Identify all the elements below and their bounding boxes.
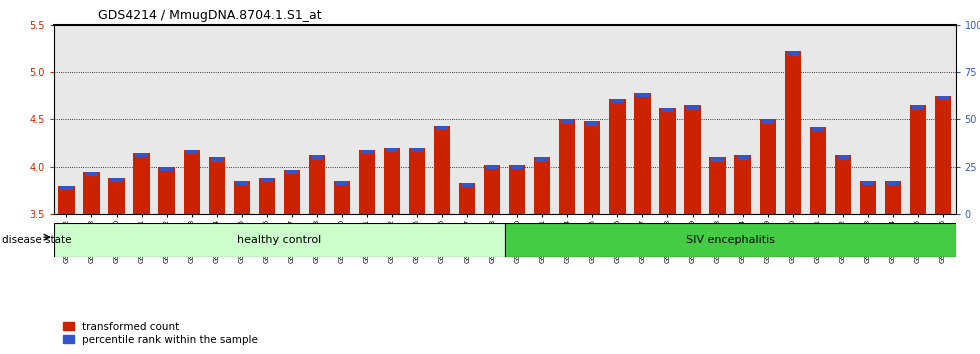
Bar bbox=[584, 121, 601, 214]
Bar bbox=[436, 126, 448, 130]
Bar bbox=[233, 181, 250, 214]
Bar bbox=[761, 119, 774, 124]
Bar bbox=[109, 178, 124, 214]
Bar bbox=[787, 51, 799, 56]
Bar bbox=[885, 181, 901, 214]
Bar bbox=[261, 178, 272, 182]
Bar bbox=[486, 165, 498, 169]
Bar bbox=[686, 105, 699, 109]
Bar bbox=[309, 155, 325, 214]
Bar bbox=[161, 167, 172, 171]
Text: GDS4214 / MmugDNA.8704.1.S1_at: GDS4214 / MmugDNA.8704.1.S1_at bbox=[98, 9, 321, 22]
Bar bbox=[185, 150, 198, 154]
Bar bbox=[311, 155, 323, 160]
Bar bbox=[85, 172, 98, 176]
Bar bbox=[286, 170, 298, 174]
Bar bbox=[83, 172, 100, 214]
Bar bbox=[660, 108, 675, 214]
Bar bbox=[386, 148, 398, 152]
Bar bbox=[662, 108, 673, 112]
Bar bbox=[411, 148, 423, 152]
Bar bbox=[133, 153, 150, 214]
Bar bbox=[409, 148, 425, 214]
Bar bbox=[560, 119, 575, 214]
Bar bbox=[183, 150, 200, 214]
Bar bbox=[586, 121, 599, 126]
Bar bbox=[612, 99, 623, 103]
Bar bbox=[509, 165, 525, 214]
Bar bbox=[135, 153, 148, 157]
Legend: transformed count, percentile rank within the sample: transformed count, percentile rank withi… bbox=[59, 318, 262, 349]
Bar bbox=[935, 96, 952, 214]
Bar bbox=[534, 157, 551, 214]
Bar bbox=[58, 186, 74, 214]
Bar bbox=[909, 105, 926, 214]
Bar bbox=[634, 93, 651, 214]
Bar bbox=[61, 186, 73, 190]
Bar bbox=[809, 127, 826, 214]
Bar bbox=[760, 119, 776, 214]
Bar bbox=[259, 178, 275, 214]
Bar bbox=[359, 150, 375, 214]
Bar bbox=[636, 93, 649, 97]
Bar bbox=[334, 181, 350, 214]
Bar bbox=[461, 183, 473, 187]
Bar bbox=[861, 181, 874, 185]
Bar bbox=[159, 167, 174, 214]
Bar bbox=[54, 223, 505, 257]
Bar bbox=[211, 157, 222, 162]
Bar bbox=[785, 51, 801, 214]
Bar bbox=[610, 99, 625, 214]
Bar bbox=[711, 157, 723, 162]
Text: disease state: disease state bbox=[2, 235, 72, 245]
Bar bbox=[361, 150, 373, 154]
Bar bbox=[734, 155, 751, 214]
Bar bbox=[336, 181, 348, 185]
Bar bbox=[384, 148, 400, 214]
Bar bbox=[811, 127, 824, 131]
Bar bbox=[837, 155, 849, 160]
Bar bbox=[111, 178, 122, 182]
Bar bbox=[737, 155, 749, 160]
Bar bbox=[235, 181, 248, 185]
Bar bbox=[562, 119, 573, 124]
Bar bbox=[887, 181, 899, 185]
Bar bbox=[459, 183, 475, 214]
Bar bbox=[484, 165, 501, 214]
Bar bbox=[505, 223, 956, 257]
Bar bbox=[434, 126, 450, 214]
Bar bbox=[684, 105, 701, 214]
Bar bbox=[710, 157, 726, 214]
Bar bbox=[283, 170, 300, 214]
Text: healthy control: healthy control bbox=[237, 235, 321, 245]
Bar bbox=[512, 165, 523, 169]
Bar bbox=[536, 157, 549, 162]
Bar bbox=[937, 96, 949, 100]
Bar bbox=[911, 105, 924, 109]
Bar bbox=[859, 181, 876, 214]
Text: SIV encephalitis: SIV encephalitis bbox=[686, 235, 774, 245]
Bar bbox=[835, 155, 851, 214]
Bar bbox=[209, 157, 224, 214]
